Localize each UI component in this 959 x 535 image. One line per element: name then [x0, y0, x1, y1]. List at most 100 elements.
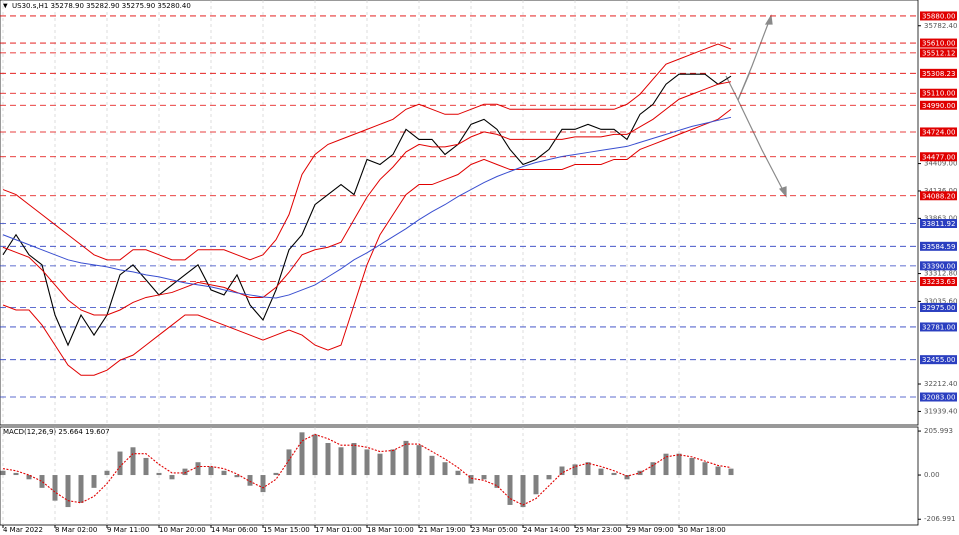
macd-bar: [416, 445, 422, 476]
macd-bar: [663, 453, 669, 476]
series-line: [2, 81, 732, 316]
macd-bar: [559, 466, 565, 476]
level-label: 32083.00: [922, 394, 955, 402]
x-tick-label: 15 Mar 15:00: [263, 526, 310, 534]
y-tick-label: 33312.80: [924, 270, 957, 278]
level-label-box: [920, 355, 957, 365]
y-tick-label: 33863.00: [924, 214, 957, 222]
macd-bar: [676, 453, 682, 476]
level-label-box: [920, 152, 957, 162]
level-label-box: [920, 277, 957, 287]
macd-bar: [65, 475, 71, 508]
series-line: [2, 108, 732, 376]
macd-bar: [650, 462, 656, 476]
macd-bar: [338, 447, 344, 476]
level-label: 35610.00: [922, 40, 955, 48]
macd-bar: [52, 475, 58, 501]
macd-bar: [130, 447, 136, 476]
series-line: [2, 433, 732, 506]
macd-bar: [390, 449, 396, 476]
level-label: 35308.23: [922, 70, 955, 78]
macd-bar: [0, 470, 6, 476]
macd-bar: [208, 466, 214, 476]
level-label: 35880.00: [922, 12, 955, 20]
level-label: 32455.00: [922, 356, 955, 364]
projection-arrows: [725, 14, 787, 198]
macd-bar: [689, 457, 695, 476]
macd-bar: [624, 475, 630, 480]
macd-bar: [598, 468, 604, 476]
macd-bar: [260, 475, 266, 493]
level-label-box: [920, 261, 957, 271]
level-label-box: [920, 302, 957, 312]
level-label-box: [920, 68, 957, 78]
dropdown-arrow[interactable]: ▼: [3, 3, 8, 10]
level-label-box: [920, 48, 957, 58]
macd-bar: [221, 470, 227, 476]
y-tick-label: 33035.60: [924, 297, 957, 305]
y-tick-label: 31939.40: [924, 407, 957, 415]
macd-bar: [26, 475, 32, 480]
macd-bar: [91, 475, 97, 488]
level-label: 34990.00: [922, 102, 955, 110]
level-label-box: [920, 38, 957, 48]
series-line: [2, 73, 732, 347]
macd-bar: [455, 470, 461, 476]
x-tick-label: 18 Mar 10:00: [367, 526, 414, 534]
level-label-box: [920, 241, 957, 251]
x-tick-label: 21 Mar 19:00: [419, 526, 466, 534]
macd-bar: [702, 462, 708, 476]
x-tick-label: 10 Mar 20:00: [159, 526, 206, 534]
macd-bar: [611, 472, 617, 476]
level-label: 33233.63: [922, 278, 955, 286]
macd-bar: [104, 470, 110, 476]
level-label: 34477.00: [922, 153, 955, 161]
level-label: 33390.00: [922, 262, 955, 270]
macd-bar: [182, 468, 188, 476]
macd-bar: [481, 475, 487, 480]
y-tick-label: 34136.00: [924, 187, 957, 195]
series-line: [2, 116, 732, 299]
x-tick-label: 29 Mar 09:00: [627, 526, 674, 534]
macd-bar: [156, 472, 162, 476]
level-label: 33811.92: [922, 220, 955, 228]
macd-bar: [546, 475, 552, 480]
x-tick-label: 23 Mar 05:00: [471, 526, 518, 534]
level-label: 35512.12: [922, 49, 955, 57]
y-tick-label: 35782.40: [924, 22, 957, 30]
macd-bar: [195, 462, 201, 476]
level-label-box: [920, 88, 957, 98]
level-label: 35110.00: [922, 90, 955, 98]
level-label-box: [920, 127, 957, 137]
macd-bar: [39, 475, 45, 488]
macd-bar: [78, 475, 84, 503]
x-tick-label: 17 Mar 01:00: [315, 526, 362, 534]
macd-bar: [572, 464, 578, 476]
macd-bar: [364, 449, 370, 476]
macd-bar: [403, 440, 409, 476]
level-label: 32781.00: [922, 323, 955, 331]
level-label-box: [920, 11, 957, 21]
level-label-box: [920, 100, 957, 110]
macd-bar: [299, 432, 305, 476]
level-label-box: [920, 191, 957, 201]
main-panel: [0, 0, 919, 426]
x-tick-label: 8 Mar 02:00: [55, 526, 97, 534]
level-label: 34088.20: [922, 192, 955, 200]
level-label: 33584.59: [922, 243, 955, 251]
symbol-header: US30.s,H1 35278.90 35282.90 35275.90 352…: [12, 2, 191, 10]
series-line: [2, 43, 732, 261]
macd-bar: [351, 443, 357, 476]
macd-bar: [494, 475, 500, 488]
macd-bar: [728, 468, 734, 476]
macd-bar: [715, 466, 721, 476]
macd-bar: [117, 451, 123, 476]
x-tick-label: 30 Mar 18:00: [679, 526, 726, 534]
x-tick-label: 9 Mar 11:00: [107, 526, 149, 534]
x-tick-label: 25 Mar 23:00: [575, 526, 622, 534]
macd-bar: [377, 453, 383, 476]
macd-bar: [325, 443, 331, 476]
